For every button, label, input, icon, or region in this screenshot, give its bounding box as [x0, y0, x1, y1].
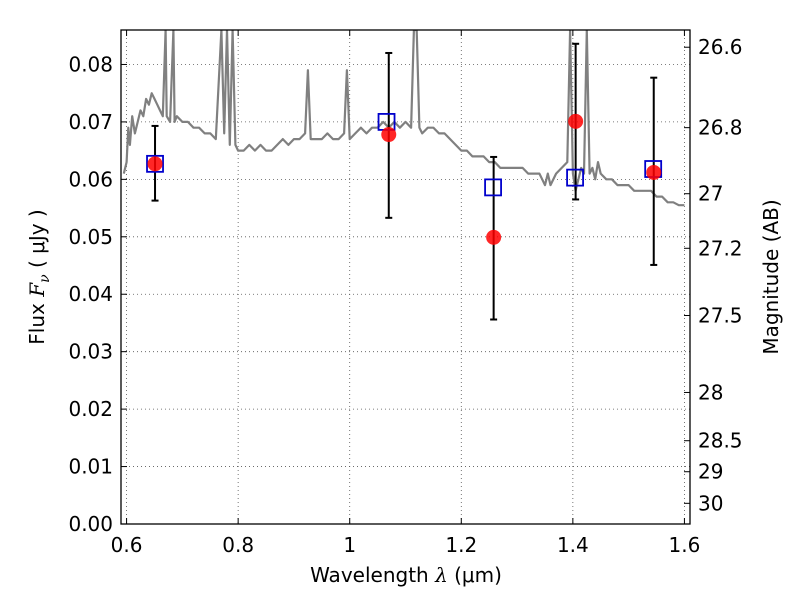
- observed-point: [381, 127, 397, 143]
- tick-marks: [121, 30, 690, 525]
- plot-area: [122, 30, 685, 321]
- y-axis-title: Flux Fν ( μJy ): [25, 209, 53, 344]
- model-square-marker: [146, 154, 164, 173]
- right-tick-label: 28.5: [698, 429, 743, 453]
- right-tick-label: 28: [698, 380, 723, 404]
- model-square-marker: [484, 178, 502, 197]
- observed-point: [147, 156, 163, 172]
- y-tick-label: 0.07: [68, 110, 113, 134]
- x-tick-label: 0.6: [111, 533, 143, 557]
- y-tick-label: 0.00: [68, 512, 113, 536]
- right-tick-label: 27: [698, 182, 723, 206]
- right-tick-label: 27.5: [698, 303, 743, 327]
- x-tick-label: 1.6: [669, 533, 701, 557]
- x-tick-label: 0.8: [222, 533, 254, 557]
- right-tick-label: 27.2: [698, 236, 743, 260]
- y-tick-label: 0.01: [68, 455, 113, 479]
- right-tick-label: 30: [698, 491, 723, 515]
- observed-point: [646, 164, 662, 180]
- observed-point: [486, 229, 502, 245]
- right-tick-label: 29: [698, 460, 723, 484]
- x-tick-label: 1: [343, 533, 356, 557]
- x-tick-label: 1.2: [445, 533, 477, 557]
- y-tick-label: 0.03: [68, 340, 113, 364]
- right-tick-label: 26.6: [698, 35, 743, 59]
- grid: [121, 30, 690, 525]
- right-tick-label: 26.8: [698, 116, 743, 140]
- right-axis-title: Magnitude (AB): [759, 199, 783, 354]
- x-axis-title: Wavelength λ (μm): [310, 563, 502, 587]
- model-spectrum-line: [122, 30, 685, 207]
- model-square-marker: [566, 168, 584, 187]
- plot-frame: [120, 29, 691, 525]
- x-tick-label: 1.4: [557, 533, 589, 557]
- y-tick-label: 0.05: [68, 225, 113, 249]
- y-tick-label: 0.04: [68, 282, 113, 306]
- observed-point: [568, 113, 584, 129]
- tick-labels: 0.6 0.8 1 1.2 1.4 1.6 0.00 0.01 0.02 0.03 0.04 0.05…: [68, 35, 742, 557]
- y-tick-label: 0.06: [68, 167, 113, 191]
- y-tick-label: 0.02: [68, 397, 113, 421]
- y-tick-label: 0.08: [68, 52, 113, 76]
